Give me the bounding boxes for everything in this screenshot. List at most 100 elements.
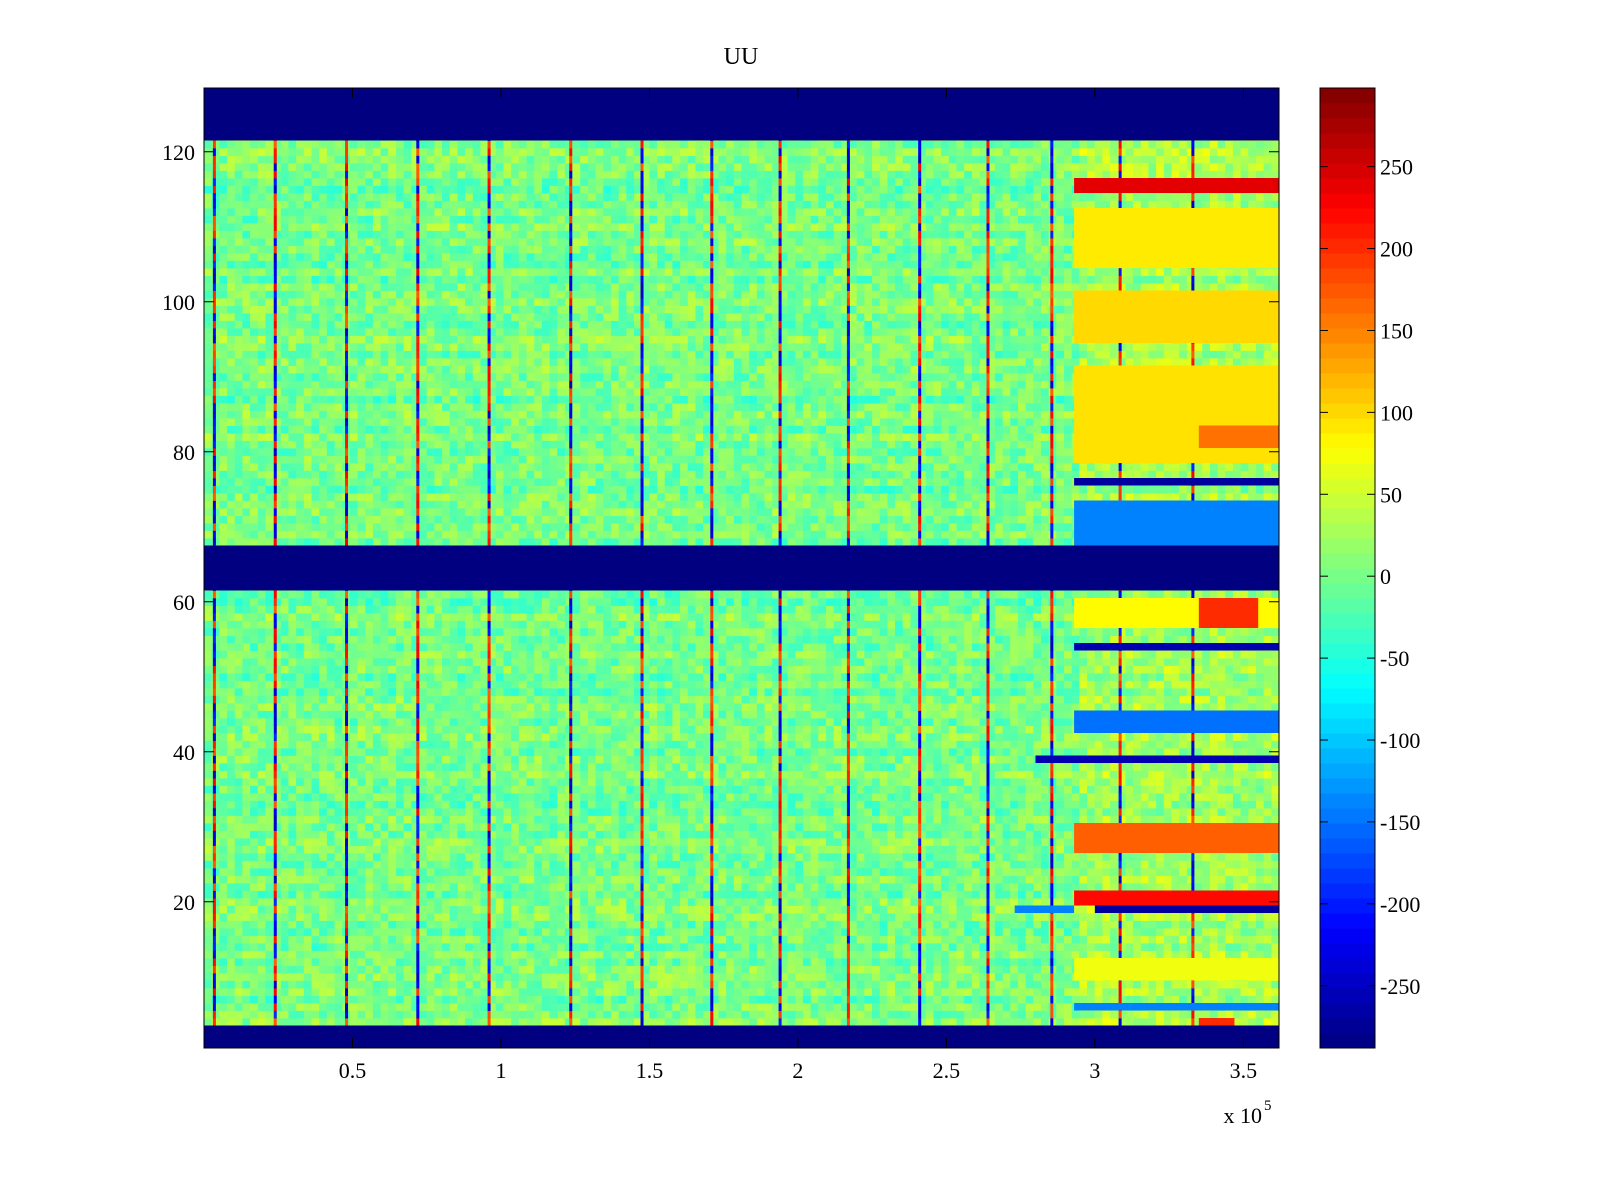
heatmap-cell [1209, 868, 1219, 876]
heatmap-cell [357, 928, 366, 936]
heatmap-cell [895, 845, 904, 854]
heatmap-cell [1010, 1010, 1019, 1019]
heatmap-cell [1240, 853, 1249, 861]
heatmap-cell [480, 1010, 489, 1019]
heatmap-cell [887, 793, 896, 801]
heatmap-cell [303, 988, 313, 996]
heatmap-cell [1040, 808, 1050, 816]
heatmap-cell [634, 995, 643, 1004]
heatmap-cell [534, 868, 543, 876]
heatmap-cell [626, 943, 635, 951]
heatmap-cell [549, 793, 558, 801]
heatmap-cell [603, 875, 612, 884]
heatmap-cell [388, 830, 397, 839]
heatmap-cell [1255, 793, 1265, 801]
heatmap-cell [733, 898, 743, 906]
heatmap-cell [572, 965, 581, 974]
heatmap-cell [941, 838, 950, 846]
heatmap-cell [710, 838, 720, 846]
heatmap-cell [227, 958, 236, 966]
heatmap-cell [779, 928, 789, 936]
heatmap-cell [626, 785, 635, 794]
heatmap-cell [1017, 995, 1027, 1004]
heatmap-cell [419, 800, 428, 809]
heatmap-cell [564, 913, 574, 921]
heatmap-cell [595, 958, 604, 966]
heatmap-cell [426, 845, 435, 854]
heatmap-cell [595, 928, 604, 936]
heatmap-cell [1156, 800, 1165, 809]
heatmap-cell [849, 905, 858, 914]
heatmap-cell [1148, 853, 1157, 861]
heatmap-cell [887, 913, 896, 921]
heatmap-cell [403, 995, 412, 1004]
heatmap-cell [526, 883, 535, 891]
heatmap-cell [595, 1010, 604, 1019]
heatmap-cell [1217, 808, 1226, 816]
heatmap-cell [488, 808, 497, 816]
heatmap-cell [1179, 860, 1188, 869]
heatmap-cell [795, 913, 804, 921]
heatmap-cell [802, 965, 812, 974]
heatmap-cell [902, 1010, 912, 1019]
heatmap-cell [895, 905, 904, 914]
heatmap-cell [841, 935, 850, 944]
heatmap-cell [465, 980, 474, 989]
heatmap-cell [587, 793, 597, 801]
heatmap-cell [465, 875, 474, 884]
heatmap-cell [595, 845, 604, 854]
heatmap-cell [687, 823, 697, 831]
heatmap-cell [1010, 860, 1019, 869]
heatmap-cell [964, 980, 973, 989]
heatmap-cell [541, 800, 551, 809]
heatmap-cell [864, 868, 873, 876]
heatmap-cell [280, 1010, 290, 1019]
heatmap-cell [672, 853, 681, 861]
heatmap-cell [580, 815, 589, 824]
heatmap-cell [587, 943, 597, 951]
heatmap-cell [687, 988, 697, 996]
heatmap-cell [971, 958, 981, 966]
heatmap-cell [349, 995, 359, 1004]
heatmap-cell [311, 950, 320, 959]
heatmap-cell [273, 793, 282, 801]
heatmap-cell [564, 838, 574, 846]
heatmap-cell [956, 980, 965, 989]
heatmap-cell [764, 868, 773, 876]
heatmap-cell [288, 965, 297, 974]
heatmap-cell [265, 943, 274, 951]
heatmap-cell [1025, 995, 1034, 1004]
heatmap-cell [449, 995, 458, 1004]
heatmap-cell [1071, 935, 1080, 944]
heatmap-cell [265, 995, 274, 1004]
heatmap-cell [902, 958, 912, 966]
heatmap-cell [925, 868, 935, 876]
heatmap-cell [372, 838, 382, 846]
heatmap-cell [303, 890, 313, 899]
heatmap-cell [449, 868, 458, 876]
heatmap-cell [756, 883, 766, 891]
heatmap-cell [1133, 875, 1142, 884]
heatmap-cell [879, 778, 888, 786]
heatmap-cell [595, 898, 604, 906]
heatmap-cell [1087, 1018, 1096, 1026]
heatmap-cell [442, 793, 451, 801]
heatmap-cell [933, 965, 942, 974]
heatmap-cell [933, 838, 942, 846]
heatmap-cell [488, 1010, 497, 1019]
heatmap-cell [910, 808, 919, 816]
heatmap-cell [902, 815, 912, 824]
heatmap-cell [994, 950, 1004, 959]
heatmap-cell [365, 898, 374, 906]
heatmap-cell [964, 920, 973, 929]
heatmap-cell [242, 815, 251, 824]
heatmap-cell [664, 928, 673, 936]
heatmap-cell [1148, 793, 1157, 801]
heatmap-cell [204, 1018, 213, 1026]
heatmap-cell [610, 995, 620, 1004]
heatmap-cell [733, 853, 743, 861]
heatmap-cell [987, 1018, 996, 1026]
heatmap-cell [849, 830, 858, 839]
heatmap-cell [1017, 785, 1027, 794]
heatmap-cell [380, 913, 389, 921]
